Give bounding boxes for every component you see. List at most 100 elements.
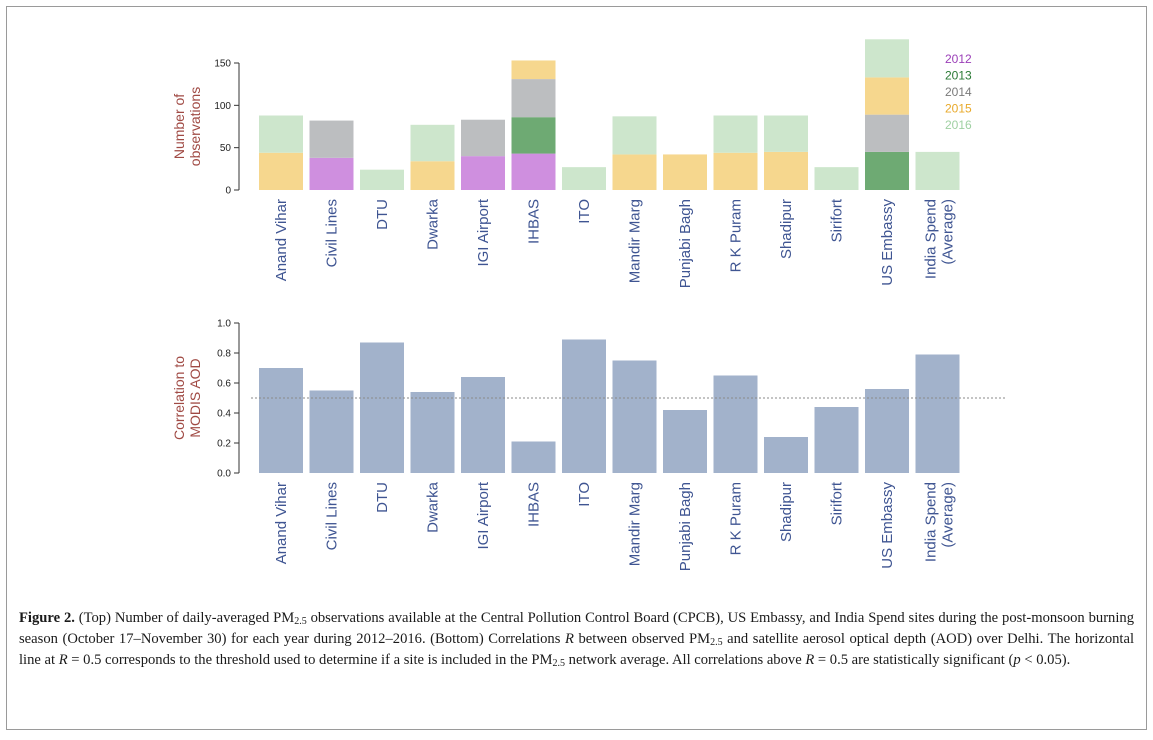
bar-segment	[814, 167, 859, 190]
x-tick-label-line: India Spend	[923, 199, 940, 279]
bar-segment	[309, 120, 354, 158]
x-tick-label-line: R K Puram	[728, 199, 745, 272]
x-tick-label: ITO	[576, 199, 593, 224]
figure-caption: Figure 2. (Top) Number of daily-averaged…	[19, 608, 1134, 671]
x-tick-label: Civil Lines	[324, 482, 341, 550]
x-tick-label-line: India Spend	[923, 482, 940, 562]
y-tick-label: 0.4	[217, 409, 231, 420]
legend-entry: 2014	[945, 85, 972, 99]
bar-segment	[713, 152, 758, 190]
caption-variable: p	[1013, 652, 1021, 668]
y-tick-label: 0.0	[217, 469, 231, 480]
bar	[814, 407, 859, 473]
bar-segment	[764, 115, 808, 152]
y-axis-label-line: observations	[187, 87, 203, 166]
legend-entry: 2015	[945, 102, 972, 116]
x-tick-label-line: Anand Vihar	[273, 482, 290, 564]
top-chart: 0 50 100 150 Number ofobservations Anand Viha…	[171, 39, 972, 288]
legend-entry: 2012	[945, 52, 972, 66]
caption-label: Figure 2.	[19, 610, 75, 626]
y-tick-label: 50	[220, 143, 232, 154]
caption-text: (Top) Number of daily-averaged PM	[74, 610, 295, 626]
bar	[865, 389, 909, 473]
x-tick-label: US Embassy	[879, 482, 896, 569]
x-tick-label: IGI Airport	[475, 198, 492, 266]
x-tick-label-line: US Embassy	[879, 482, 896, 569]
x-tick-label-line: Sirifort	[829, 481, 846, 525]
bar-segment	[713, 115, 758, 153]
x-tick-label: Shadipur	[778, 199, 795, 259]
x-tick-label-line: Punjabi Bagh	[677, 199, 694, 288]
y-axis-label-line: Number of	[171, 94, 187, 159]
x-tick-label-line: ITO	[576, 199, 593, 224]
caption-variable: R	[58, 652, 68, 668]
y-axis-label-line: Correlation to	[171, 356, 187, 440]
caption-subscript: 2.5	[294, 616, 307, 627]
x-tick-label: Punjabi Bagh	[677, 482, 694, 571]
bar-segment	[511, 79, 556, 118]
x-tick-label: Sirifort	[829, 481, 846, 525]
caption-text: < 0.05).	[1020, 652, 1071, 668]
y-tick-label: 0	[225, 186, 231, 197]
x-tick-label: US Embassy	[879, 199, 896, 286]
x-tick-label: DTU	[374, 482, 391, 513]
y-tick-label: 150	[214, 59, 231, 70]
y-axis-label: Correlation toMODIS AOD	[171, 356, 203, 440]
bar-segment	[663, 154, 707, 190]
bar-segment	[410, 161, 455, 190]
caption-subscript: 2.5	[710, 637, 723, 648]
bar	[309, 390, 354, 473]
x-tick-label: Punjabi Bagh	[677, 199, 694, 288]
y-tick-label: 0.6	[217, 379, 231, 390]
bar-segment	[259, 152, 303, 190]
x-tick-label-line: IHBAS	[526, 199, 543, 244]
y-tick-label: 100	[214, 101, 231, 112]
x-tick-label: India Spend(Average)	[923, 482, 957, 562]
bar	[562, 339, 606, 473]
bar-segment	[511, 153, 556, 190]
bar-segment	[865, 151, 909, 190]
x-tick-label: Sirifort	[829, 198, 846, 242]
bar-segment	[612, 154, 657, 190]
x-tick-label: Anand Vihar	[273, 199, 290, 281]
bar	[360, 342, 404, 473]
caption-variable: R	[805, 652, 815, 668]
caption-text: and satellite aerosol optical depth (AOD…	[19, 631, 1135, 668]
caption-text: = 0.5 are statistically significant (	[814, 652, 1014, 668]
x-tick-label: Mandir Marg	[627, 199, 644, 283]
x-tick-label-line: IHBAS	[526, 482, 543, 527]
y-tick-label: 1.0	[217, 319, 231, 330]
bar-segment	[612, 116, 657, 155]
x-tick-label: IGI Airport	[475, 481, 492, 549]
x-tick-label-line: R K Puram	[728, 482, 745, 555]
caption-variable: R	[565, 631, 574, 647]
x-tick-label-line: DTU	[374, 482, 391, 513]
bar-segment	[259, 115, 303, 153]
bar-segment	[865, 114, 909, 152]
x-tick-label-line: Shadipur	[778, 482, 795, 542]
bar-segment	[410, 124, 455, 162]
x-tick-label-line: ITO	[576, 482, 593, 507]
x-tick-label-line: IGI Airport	[475, 481, 492, 549]
x-tick-label-line: (Average)	[940, 199, 957, 265]
x-tick-label: Dwarka	[425, 198, 442, 250]
x-tick-label: India Spend(Average)	[923, 199, 957, 279]
x-tick-label-line: Mandir Marg	[627, 199, 644, 283]
x-tick-label-line: Punjabi Bagh	[677, 482, 694, 571]
x-tick-label: Dwarka	[425, 481, 442, 533]
x-tick-label: Anand Vihar	[273, 482, 290, 564]
bar-segment	[309, 157, 354, 190]
x-tick-label-line: Anand Vihar	[273, 199, 290, 281]
figure-frame: 0 50 100 150 Number ofobservations Anand Viha…	[6, 6, 1147, 730]
y-tick-label: 0.8	[217, 349, 231, 360]
x-tick-label: Civil Lines	[324, 199, 341, 267]
x-tick-label: IHBAS	[526, 482, 543, 527]
caption-text: = 0.5 corresponds to the threshold used …	[67, 652, 553, 668]
bar-segment	[511, 60, 556, 80]
bottom-chart: 0.0 0.2 0.4 0.6 0.8 1.0 Correlation toMODIS AO…	[171, 319, 1007, 571]
bar-segment	[865, 77, 909, 115]
bar	[915, 354, 960, 473]
x-tick-label-line: Dwarka	[425, 481, 442, 533]
x-tick-label-line: Sirifort	[829, 198, 846, 242]
bar-segment	[562, 167, 606, 190]
